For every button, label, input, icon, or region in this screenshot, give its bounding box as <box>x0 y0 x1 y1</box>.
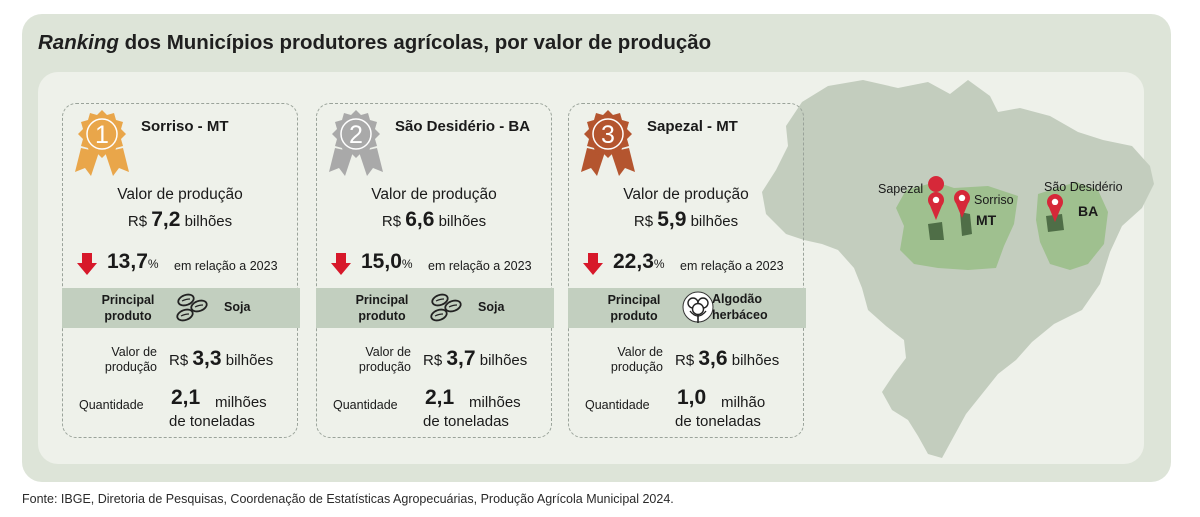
production-value-label: Valor de produção <box>371 186 497 203</box>
city-name: São Desidério - BA <box>395 118 531 135</box>
quantity-unit-tons: de toneladas <box>423 413 509 430</box>
production-value-label: Valor de produção <box>623 186 749 203</box>
bronze-medal-icon: 3 <box>581 110 635 176</box>
quantity-label: Quantidade <box>333 398 398 412</box>
quantity-unit: milhão <box>721 394 766 411</box>
principal-product-label: Principal produto <box>101 293 155 323</box>
rank-card-2: 2 São Desidério - BA Valor de produção R… <box>316 103 554 438</box>
quantity-value: 2,1 <box>425 386 455 409</box>
svg-text:3: 3 <box>601 121 615 149</box>
sorriso-pin-icon <box>954 190 970 218</box>
change-percent: 15,0% <box>361 250 413 273</box>
sapezal-pin-icon <box>928 176 945 220</box>
principal-product-band: Principal produto Algodão herbáceo <box>568 288 806 328</box>
production-value: R$ 6,6 bilhões <box>381 208 487 231</box>
cotton-icon <box>682 291 714 323</box>
change-percent: 22,3% <box>613 250 665 273</box>
quantity-unit: milhões <box>215 394 267 411</box>
down-arrow-icon <box>77 253 97 275</box>
sapezal-municipality <box>928 222 944 240</box>
down-arrow-icon <box>331 253 351 275</box>
quantity-unit: milhões <box>469 394 521 411</box>
production-value: R$ 5,9 bilhões <box>633 208 739 231</box>
map-label-sapezal: Sapezal <box>878 182 924 196</box>
product-value: R$ 3,6 bilhões <box>675 347 780 370</box>
sao-desiderio-municipality <box>1046 214 1064 232</box>
city-name: Sapezal - MT <box>647 118 738 135</box>
quantity-value: 2,1 <box>171 386 201 409</box>
gold-medal-icon: 1 <box>75 110 129 176</box>
map-label-sorriso: Sorriso <box>974 193 1014 207</box>
city-name: Sorriso - MT <box>141 118 229 135</box>
production-value-label: Valor de produção <box>117 186 243 203</box>
principal-product-band: Principal produto Soja <box>62 288 300 328</box>
product-value-label: Valor de produção <box>358 345 411 374</box>
principal-product-name: Soja <box>224 300 251 314</box>
quantity-unit-tons: de toneladas <box>675 413 761 430</box>
source-note: Fonte: IBGE, Diretoria de Pesquisas, Coo… <box>22 492 674 506</box>
svg-text:2: 2 <box>349 121 363 149</box>
principal-product-label: Principal produto <box>607 293 661 323</box>
principal-product-name: Algodão herbáceo <box>712 292 768 322</box>
soybean-icon <box>430 293 462 322</box>
change-reference: em relação a 2023 <box>680 259 784 273</box>
mato-grosso-state <box>896 182 1018 270</box>
quantity-label: Quantidade <box>79 398 144 412</box>
principal-product-band: Principal produto Soja <box>316 288 554 328</box>
product-value-label: Valor de produção <box>610 345 663 374</box>
rank-card-1: 1 Sorriso - MT Valor de produção R$ 7,2 … <box>62 103 300 438</box>
product-value-label: Valor de produção <box>104 345 157 374</box>
product-value: R$ 3,3 bilhões <box>169 347 274 370</box>
sao-desiderio-pin-icon <box>1047 194 1063 222</box>
production-value: R$ 7,2 bilhões <box>127 208 233 231</box>
silver-medal-icon: 2 <box>329 110 383 176</box>
rank-card-3: 3 Sapezal - MT Valor de produção R$ 5,9 … <box>568 103 806 438</box>
infographic-title: Ranking dos Municípios produtores agríco… <box>38 31 712 54</box>
sorriso-municipality <box>960 212 972 236</box>
change-percent: 13,7% <box>107 250 159 273</box>
change-reference: em relação a 2023 <box>174 259 278 273</box>
brazil-map <box>762 80 1154 458</box>
product-value: R$ 3,7 bilhões <box>423 347 528 370</box>
principal-product-label: Principal produto <box>355 293 409 323</box>
change-reference: em relação a 2023 <box>428 259 532 273</box>
quantity-value: 1,0 <box>677 386 707 409</box>
map-label-mt: MT <box>976 212 997 228</box>
down-arrow-icon <box>583 253 603 275</box>
svg-text:1: 1 <box>95 121 109 149</box>
soybean-icon <box>176 293 208 322</box>
map-label-sao-desiderio: São Desidério <box>1044 180 1123 194</box>
quantity-label: Quantidade <box>585 398 650 412</box>
quantity-unit-tons: de toneladas <box>169 413 255 430</box>
principal-product-name: Soja <box>478 300 505 314</box>
map-label-ba: BA <box>1078 203 1099 219</box>
